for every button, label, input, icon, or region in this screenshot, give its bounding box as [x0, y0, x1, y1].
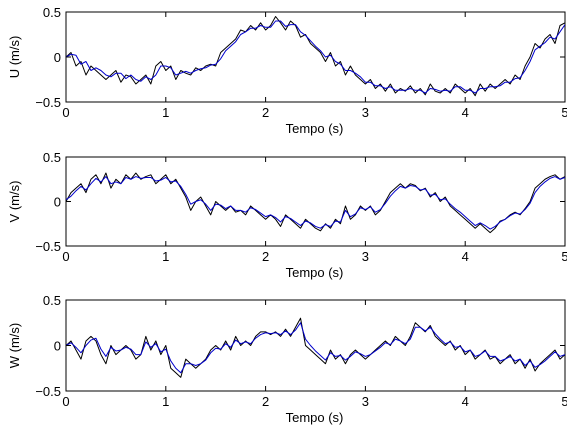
series-line-2: [66, 176, 565, 230]
series-line-2: [66, 322, 565, 374]
y-tick-label: 0.5: [43, 5, 61, 20]
x-tick-label: 4: [462, 394, 469, 409]
y-tick-label: 0.5: [43, 293, 61, 308]
x-tick-label: 4: [462, 249, 469, 264]
x-tick-label: 1: [162, 394, 169, 409]
series-line-1: [66, 172, 565, 234]
series-line-1: [66, 16, 565, 97]
y-tick-label: 0.5: [43, 150, 61, 165]
x-tick-label: 1: [162, 105, 169, 120]
plot-frame: [65, 11, 566, 103]
x-tick-label: 4: [462, 105, 469, 120]
x-tick-label: 0: [62, 394, 69, 409]
x-tick-label: 2: [262, 105, 269, 120]
x-tick-label: 2: [262, 394, 269, 409]
x-tick-label: 0: [62, 105, 69, 120]
x-tick-label: 1: [162, 249, 169, 264]
x-tick-label: 2: [262, 249, 269, 264]
y-axis-label: V (m/s): [7, 181, 22, 223]
y-tick-label: −0.5: [35, 239, 61, 254]
plot-frame: [65, 156, 566, 247]
y-axis-label: U (m/s): [7, 36, 22, 79]
x-axis-label: Tempo (s): [286, 265, 344, 280]
x-tick-label: 5: [561, 394, 567, 409]
x-tick-label: 5: [561, 249, 567, 264]
x-tick-label: 3: [362, 394, 369, 409]
y-tick-label: 0: [54, 339, 61, 354]
x-tick-label: 3: [362, 105, 369, 120]
plot-frame: [65, 299, 566, 392]
series-line-2: [66, 20, 565, 94]
y-axis-label: W (m/s): [7, 323, 22, 368]
x-axis-label: Tempo (s): [286, 410, 344, 425]
x-tick-label: 0: [62, 249, 69, 264]
y-tick-label: 0: [54, 195, 61, 210]
y-tick-label: 0: [54, 50, 61, 65]
y-tick-label: −0.5: [35, 95, 61, 110]
x-tick-label: 5: [561, 105, 567, 120]
y-tick-label: −0.5: [35, 384, 61, 399]
x-tick-label: 3: [362, 249, 369, 264]
x-axis-label: Tempo (s): [286, 121, 344, 136]
